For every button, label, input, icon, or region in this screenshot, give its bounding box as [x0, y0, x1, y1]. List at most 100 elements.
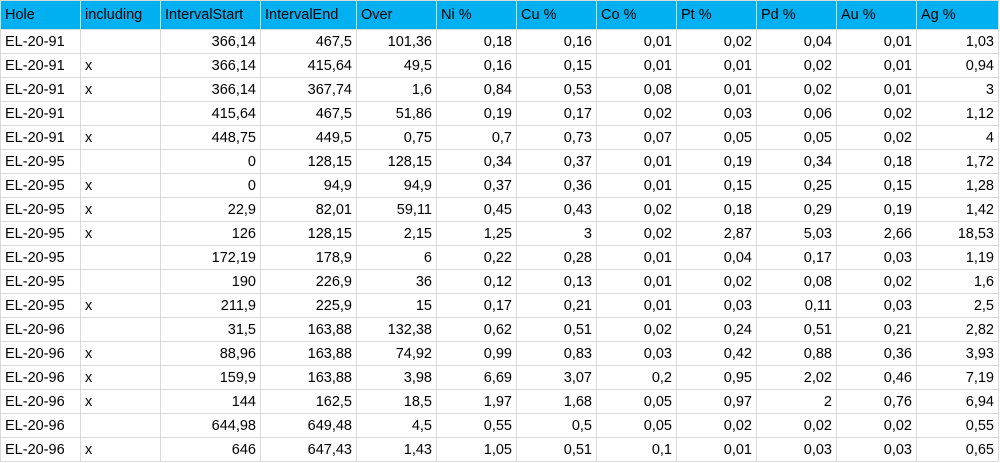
data-row: EL-20-95 0 128,15 128,15 0,34 0,37 0,01 0,19 0,3…	[0, 149, 999, 174]
cell: 448,75	[160, 125, 261, 150]
cell: 0,16	[516, 29, 597, 54]
cell: 126	[160, 221, 261, 246]
cell: x	[80, 197, 161, 222]
cell: 0,01	[676, 437, 757, 462]
column-header: Ag %	[916, 0, 999, 30]
cell: 0,03	[676, 293, 757, 318]
data-row: EL-20-91 x 448,75 449,5 0,75 0,7 0,73 0,07 0,05 0…	[0, 125, 999, 150]
cell: 0,19	[836, 197, 917, 222]
cell: 0,18	[676, 197, 757, 222]
cell: EL-20-95	[0, 221, 81, 246]
cell: 51,86	[356, 101, 437, 126]
cell: 0,51	[516, 317, 597, 342]
cell: 0,2	[596, 365, 677, 390]
cell: 163,88	[260, 365, 357, 390]
cell: 0,21	[836, 317, 917, 342]
rows: EL-20-91 366,14 467,5 101,36 0,18 0,16 0,01 0,0…	[0, 29, 999, 462]
cell: 128,15	[356, 149, 437, 174]
cell: 0	[160, 149, 261, 174]
data-row: EL-20-96 x 646 647,43 1,43 1,05 0,51 0,1 0,01 0,0…	[0, 437, 999, 462]
cell: EL-20-91	[0, 77, 81, 102]
column-header: including	[80, 0, 161, 30]
data-row: EL-20-91 x 366,14 367,74 1,6 0,84 0,53 0,08 0,01…	[0, 77, 999, 102]
cell: 172,19	[160, 245, 261, 270]
column-header: Ni %	[436, 0, 517, 30]
cell: EL-20-95	[0, 173, 81, 198]
cell: 467,5	[260, 101, 357, 126]
cell: 366,14	[160, 29, 261, 54]
cell: x	[80, 77, 161, 102]
cell: 0,51	[516, 437, 597, 462]
cell: x	[80, 389, 161, 414]
cell: 0,01	[836, 77, 917, 102]
cell: 0,62	[436, 317, 517, 342]
cell: 0,5	[516, 413, 597, 438]
cell: 1,6	[356, 77, 437, 102]
data-row: EL-20-95 190 226,9 36 0,12 0,13 0,01 0,02 0,08 0,…	[0, 269, 999, 294]
cell: 144	[160, 389, 261, 414]
cell: x	[80, 437, 161, 462]
cell: EL-20-91	[0, 125, 81, 150]
cell: 0,7	[436, 125, 517, 150]
cell: 0,12	[436, 269, 517, 294]
empty-cell	[80, 245, 161, 270]
cell: 0,02	[836, 269, 917, 294]
cell: 366,14	[160, 53, 261, 78]
cell: 36	[356, 269, 437, 294]
cell: 0,02	[676, 29, 757, 54]
cell: 0,19	[436, 101, 517, 126]
cell: 0,36	[516, 173, 597, 198]
cell: 6	[356, 245, 437, 270]
column-header: IntervalStart	[160, 0, 261, 30]
cell: 0,01	[676, 53, 757, 78]
cell: 31,5	[160, 317, 261, 342]
cell: 225,9	[260, 293, 357, 318]
cell: 0,37	[516, 149, 597, 174]
cell: 415,64	[160, 101, 261, 126]
cell: 162,5	[260, 389, 357, 414]
cell: 3	[916, 77, 999, 102]
cell: EL-20-95	[0, 197, 81, 222]
cell: 0,03	[836, 437, 917, 462]
cell: 0,05	[596, 389, 677, 414]
cell: x	[80, 365, 161, 390]
cell: 0,01	[596, 293, 677, 318]
cell: 0,65	[916, 437, 999, 462]
cell: 0,55	[916, 413, 999, 438]
cell: 0,37	[436, 173, 517, 198]
data-row: EL-20-91 366,14 467,5 101,36 0,18 0,16 0,01 0,0…	[0, 29, 999, 54]
cell: 1,43	[356, 437, 437, 462]
cell: 0,51	[756, 317, 837, 342]
cell: 0,99	[436, 341, 517, 366]
cell: 0,02	[756, 53, 837, 78]
cell: 0,02	[836, 413, 917, 438]
cell: 0,01	[836, 29, 917, 54]
cell: 2,02	[756, 365, 837, 390]
cell: 0,95	[676, 365, 757, 390]
cell: 4	[916, 125, 999, 150]
cell: 0,15	[836, 173, 917, 198]
cell: 1,68	[516, 389, 597, 414]
cell: 0,04	[676, 245, 757, 270]
cell: 415,64	[260, 53, 357, 78]
data-row: EL-20-96 31,5 163,88 132,38 0,62 0,51 0,02 0,24…	[0, 317, 999, 342]
cell: 7,19	[916, 365, 999, 390]
cell: 0,05	[596, 413, 677, 438]
cell: 0,06	[756, 101, 837, 126]
cell: 0,36	[836, 341, 917, 366]
cell: 82,01	[260, 197, 357, 222]
cell: 0,02	[836, 125, 917, 150]
cell: 6,94	[916, 389, 999, 414]
header-row: Hole including IntervalStart IntervalEnd Ove…	[0, 0, 999, 30]
cell: 128,15	[260, 221, 357, 246]
cell: 0,17	[756, 245, 837, 270]
cell: 0,28	[516, 245, 597, 270]
cell: 59,11	[356, 197, 437, 222]
cell: 226,9	[260, 269, 357, 294]
data-row: EL-20-96 x 88,96 163,88 74,92 0,99 0,83 0,03 0,4…	[0, 341, 999, 366]
cell: 467,5	[260, 29, 357, 54]
cell: 1,97	[436, 389, 517, 414]
data-row: EL-20-91 415,64 467,5 51,86 0,19 0,17 0,02 0,03…	[0, 101, 999, 126]
cell: 0,02	[756, 77, 837, 102]
data-row: EL-20-95 x 22,9 82,01 59,11 0,45 0,43 0,02 0,18 0…	[0, 197, 999, 222]
